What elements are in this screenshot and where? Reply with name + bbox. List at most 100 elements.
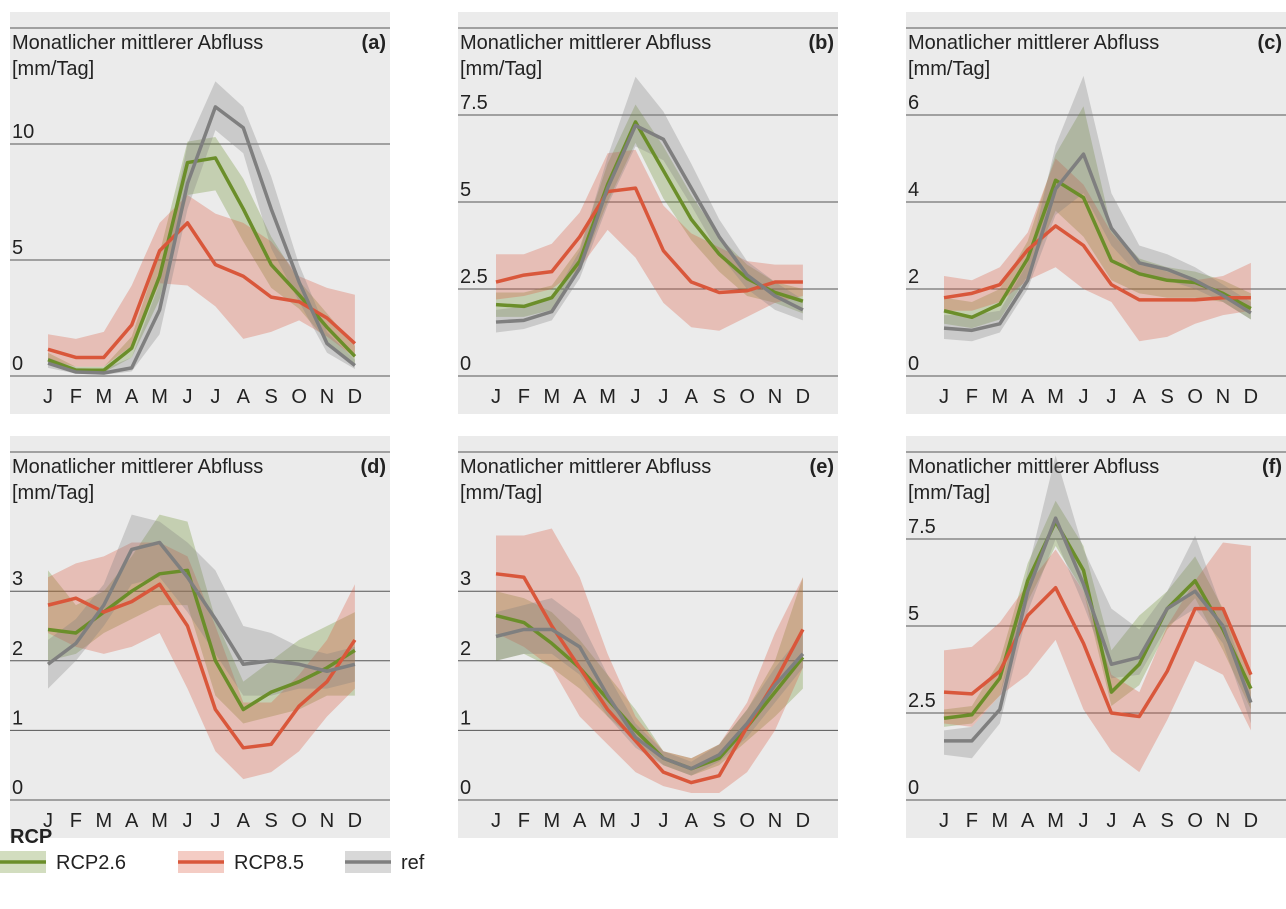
legend-title: RCP bbox=[10, 826, 52, 848]
x-tick-label: A bbox=[1021, 810, 1035, 832]
x-tick-label: N bbox=[1216, 810, 1230, 832]
x-tick-label: F bbox=[70, 810, 82, 832]
y-tick-label: 0 bbox=[460, 777, 471, 799]
x-tick-label: A bbox=[685, 810, 699, 832]
series-line bbox=[495, 627, 805, 771]
x-tick-label: M bbox=[543, 810, 560, 832]
series-line bbox=[943, 585, 1253, 719]
x-tick-label: D bbox=[1244, 810, 1258, 832]
x-tick-label: J bbox=[631, 810, 641, 832]
y-tick-label: 5 bbox=[908, 603, 919, 625]
range-band bbox=[48, 195, 355, 367]
y-axis-unit: [mm/Tag] bbox=[460, 58, 542, 80]
y-tick-label: 7.5 bbox=[908, 516, 936, 538]
x-tick-label: M bbox=[1047, 386, 1064, 408]
y-axis-unit: [mm/Tag] bbox=[908, 58, 990, 80]
panel-label: (e) bbox=[810, 456, 834, 478]
x-tick-label: J bbox=[1079, 810, 1089, 832]
y-axis-label: Monatlicher mittlerer Abfluss bbox=[460, 456, 711, 478]
x-tick-label: S bbox=[265, 386, 278, 408]
y-tick-label: 0 bbox=[908, 353, 919, 375]
x-tick-label: J bbox=[183, 810, 193, 832]
x-tick-label: O bbox=[739, 810, 755, 832]
panel-label: (c) bbox=[1258, 32, 1282, 54]
y-tick-label: 2.5 bbox=[460, 266, 488, 288]
series-line bbox=[943, 152, 1252, 333]
x-tick-label: J bbox=[631, 386, 641, 408]
series-line bbox=[495, 123, 804, 324]
y-axis-unit: [mm/Tag] bbox=[460, 482, 542, 504]
x-tick-label: S bbox=[713, 386, 726, 408]
x-tick-label: N bbox=[768, 386, 782, 408]
y-tick-label: 2 bbox=[12, 638, 23, 660]
x-tick-label: S bbox=[1161, 810, 1174, 832]
x-tick-label: J bbox=[1079, 386, 1089, 408]
plot-background bbox=[458, 436, 838, 838]
plot-background bbox=[906, 436, 1286, 838]
x-tick-label: O bbox=[739, 386, 755, 408]
y-tick-label: 2 bbox=[460, 638, 471, 660]
series-line bbox=[943, 224, 1251, 302]
y-tick-label: 3 bbox=[460, 568, 471, 590]
x-tick-label: A bbox=[1133, 386, 1147, 408]
range-band bbox=[944, 500, 1251, 727]
panel-label: (b) bbox=[808, 32, 834, 54]
y-tick-label: 7.5 bbox=[460, 92, 488, 114]
x-tick-label: J bbox=[1106, 810, 1116, 832]
y-tick-label: 1 bbox=[460, 707, 471, 729]
x-tick-label: J bbox=[939, 386, 949, 408]
y-tick-label: 5 bbox=[460, 179, 471, 201]
x-tick-label: A bbox=[1133, 810, 1147, 832]
x-tick-label: J bbox=[491, 810, 501, 832]
x-tick-label: D bbox=[1244, 386, 1258, 408]
x-tick-label: J bbox=[658, 386, 668, 408]
y-tick-label: 1 bbox=[12, 707, 23, 729]
x-tick-label: O bbox=[1187, 386, 1203, 408]
x-tick-label: D bbox=[796, 810, 810, 832]
panel-label: (f) bbox=[1262, 456, 1282, 478]
range-band bbox=[944, 158, 1251, 342]
range-band bbox=[48, 137, 355, 373]
y-tick-label: 5 bbox=[12, 237, 23, 259]
x-tick-label: J bbox=[183, 386, 193, 408]
x-tick-label: M bbox=[991, 810, 1008, 832]
series-line bbox=[943, 519, 1253, 720]
panel-label: (d) bbox=[360, 456, 386, 478]
x-tick-label: J bbox=[43, 810, 53, 832]
range-band bbox=[496, 104, 803, 317]
x-tick-label: M bbox=[151, 810, 168, 832]
plot-background bbox=[906, 12, 1286, 414]
x-tick-label: M bbox=[95, 810, 112, 832]
x-tick-label: A bbox=[237, 386, 251, 408]
y-tick-label: 0 bbox=[908, 777, 919, 799]
x-tick-label: M bbox=[991, 386, 1008, 408]
x-tick-label: A bbox=[573, 810, 587, 832]
range-band bbox=[496, 528, 803, 794]
x-tick-label: M bbox=[599, 386, 616, 408]
x-tick-label: F bbox=[70, 386, 82, 408]
x-tick-label: M bbox=[151, 386, 168, 408]
legend-label: RCP8.5 bbox=[234, 852, 304, 874]
y-axis-unit: [mm/Tag] bbox=[12, 58, 94, 80]
plot-background bbox=[10, 12, 390, 414]
plot-background bbox=[10, 436, 390, 838]
x-tick-label: F bbox=[966, 386, 978, 408]
x-tick-label: N bbox=[320, 386, 334, 408]
y-axis-label: Monatlicher mittlerer Abfluss bbox=[12, 32, 263, 54]
x-tick-label: J bbox=[939, 810, 949, 832]
x-tick-label: F bbox=[966, 810, 978, 832]
y-tick-label: 0 bbox=[12, 777, 23, 799]
x-tick-label: A bbox=[685, 386, 699, 408]
y-tick-label: 0 bbox=[460, 353, 471, 375]
x-tick-label: J bbox=[210, 810, 220, 832]
x-tick-label: N bbox=[1216, 386, 1230, 408]
x-tick-label: O bbox=[1187, 810, 1203, 832]
series-line bbox=[47, 568, 356, 712]
x-tick-label: D bbox=[796, 386, 810, 408]
y-tick-label: 2.5 bbox=[908, 690, 936, 712]
y-tick-label: 2 bbox=[908, 266, 919, 288]
x-tick-label: F bbox=[518, 386, 530, 408]
series-line bbox=[47, 221, 357, 360]
x-tick-label: N bbox=[768, 810, 782, 832]
